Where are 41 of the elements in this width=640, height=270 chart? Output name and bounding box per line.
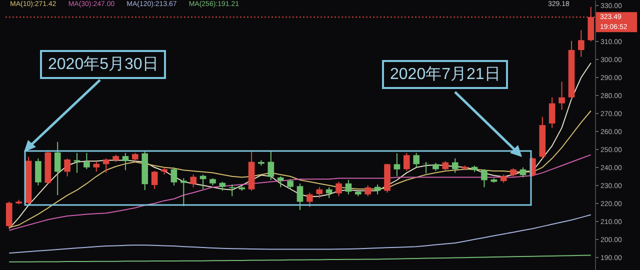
candlestick <box>548 96 556 128</box>
line-series <box>8 214 592 254</box>
candlestick <box>326 186 332 198</box>
candlestick <box>374 184 381 195</box>
candlestick <box>413 152 420 168</box>
candlestick <box>35 158 42 186</box>
candlestick <box>336 181 342 197</box>
candlestick <box>287 178 294 190</box>
line-series <box>8 154 592 231</box>
candlestick <box>6 201 12 230</box>
candlestick <box>190 174 196 188</box>
candlestick <box>64 158 70 177</box>
candlestick <box>180 178 187 207</box>
candlestick <box>442 160 449 172</box>
candlestick <box>481 168 488 188</box>
candlestick <box>102 158 110 174</box>
candlestick <box>520 166 526 178</box>
candlestick <box>93 162 100 172</box>
candlestick <box>345 180 352 195</box>
candlestick <box>74 152 80 174</box>
candlestick <box>228 184 236 197</box>
line-series <box>8 110 592 228</box>
candlestick <box>54 141 61 196</box>
candlestick <box>151 170 158 190</box>
candlestick <box>84 152 90 170</box>
candlestick <box>296 183 304 211</box>
candlestick <box>394 152 400 177</box>
candlestick <box>268 150 274 180</box>
candlestick <box>306 192 313 208</box>
candlestick <box>170 166 178 186</box>
candlestick <box>316 186 323 198</box>
annotation: 2020年5月30日 <box>40 50 166 79</box>
candlestick <box>364 184 372 197</box>
candlestick <box>277 176 284 188</box>
line-series <box>8 254 592 262</box>
candlestick <box>122 152 129 171</box>
candlestick <box>578 30 584 58</box>
annotation: 2020年7月21日 <box>382 60 508 89</box>
candlestick <box>558 81 565 110</box>
candlestick <box>404 152 410 172</box>
candlestick <box>452 158 458 174</box>
